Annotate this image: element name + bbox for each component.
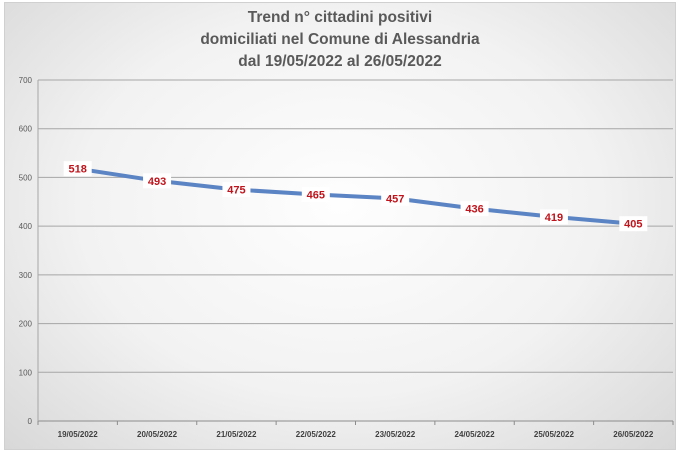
x-tick-label: 21/05/2022 [216, 430, 257, 439]
x-tick-label: 19/05/2022 [58, 430, 99, 439]
x-tick-label: 22/05/2022 [296, 430, 337, 439]
data-label: 493 [148, 176, 166, 188]
x-tick-label: 26/05/2022 [613, 430, 654, 439]
line-chart: 0 100 200 300 400 500 600 700 19/05/2022 20/05/20… [19, 76, 674, 439]
y-tick-label: 700 [19, 76, 33, 85]
chart-title-line-1: Trend n° cittadini positivi [247, 9, 433, 26]
data-label: 419 [545, 212, 563, 224]
x-tick-label: 23/05/2022 [375, 430, 416, 439]
x-tick-label: 25/05/2022 [534, 430, 575, 439]
y-tick-label: 600 [19, 125, 33, 134]
data-label-box [381, 190, 410, 206]
y-tick-label: 400 [19, 222, 33, 231]
data-label: 405 [624, 219, 642, 231]
y-tick-label: 0 [28, 417, 33, 426]
x-tick-label: 24/05/2022 [455, 430, 496, 439]
data-label-box [619, 216, 648, 232]
data-label-box [143, 173, 172, 189]
data-label: 457 [386, 193, 404, 205]
chart-frame: Trend n° cittadini positivi domiciliati … [4, 2, 676, 450]
data-label: 475 [227, 185, 245, 197]
data-label: 518 [69, 164, 87, 176]
data-label-box [460, 201, 489, 217]
data-label: 436 [465, 204, 483, 216]
data-label: 465 [307, 189, 325, 201]
data-label-box [63, 161, 92, 177]
chart-title-line-3: dal 19/05/2022 al 26/05/2022 [238, 53, 442, 70]
chart-title: Trend n° cittadini positivi domiciliati … [5, 7, 675, 73]
x-tick-label: 20/05/2022 [137, 430, 178, 439]
data-label-box [539, 209, 568, 225]
data-label-box [301, 186, 330, 202]
y-tick-label: 200 [19, 320, 33, 329]
y-tick-label: 100 [19, 368, 33, 377]
data-label-box [222, 182, 251, 198]
chart-title-line-2: domiciliati nel Comune di Alessandria [200, 31, 480, 48]
y-tick-label: 500 [19, 173, 33, 182]
y-tick-label: 300 [19, 271, 33, 280]
